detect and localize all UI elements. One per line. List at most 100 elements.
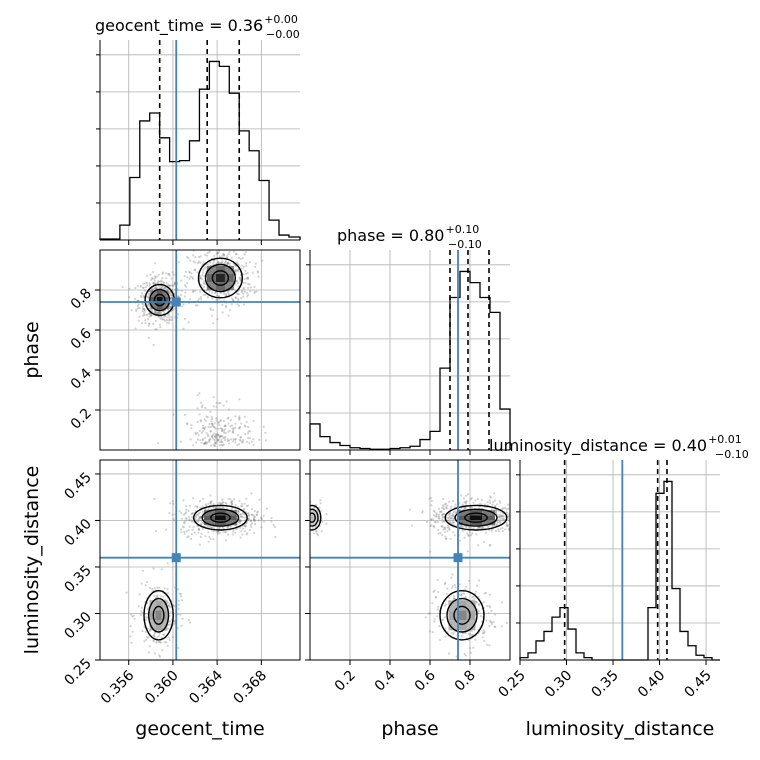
scatter-point bbox=[212, 438, 215, 441]
scatter-point bbox=[201, 274, 204, 277]
scatter-point bbox=[148, 305, 151, 308]
scatter-point bbox=[450, 517, 453, 520]
scatter-point bbox=[432, 526, 435, 529]
scatter-point bbox=[172, 519, 176, 522]
scatter-point bbox=[453, 631, 456, 634]
density-cell bbox=[216, 274, 225, 283]
scatter-point bbox=[137, 319, 140, 322]
scatter-point bbox=[476, 498, 479, 501]
scatter-point bbox=[183, 530, 186, 533]
density-cell bbox=[224, 274, 234, 283]
scatter-point bbox=[226, 439, 229, 443]
scatter-point bbox=[164, 319, 167, 322]
scatter-point bbox=[153, 634, 156, 637]
scatter-point bbox=[151, 288, 154, 291]
scatter-point bbox=[242, 273, 245, 276]
scatter-point bbox=[221, 429, 224, 432]
scatter-point bbox=[461, 503, 464, 506]
scatter-point bbox=[211, 422, 214, 425]
scatter-point bbox=[147, 322, 150, 325]
density-cell bbox=[448, 620, 458, 631]
scatter-point bbox=[209, 425, 212, 428]
scatter-point bbox=[220, 427, 223, 430]
scatter-point bbox=[244, 433, 247, 436]
scatter-point bbox=[244, 269, 247, 273]
scatter-point bbox=[157, 280, 160, 283]
scatter-point bbox=[213, 426, 216, 429]
scatter-point bbox=[440, 506, 444, 509]
scatter-point bbox=[234, 531, 237, 534]
scatter-point bbox=[198, 429, 201, 432]
scatter-point bbox=[183, 522, 186, 525]
scatter-point bbox=[461, 529, 464, 532]
scatter-point bbox=[306, 529, 308, 531]
scatter-point bbox=[514, 509, 516, 511]
density-cell bbox=[155, 610, 162, 621]
scatter-point bbox=[179, 613, 182, 616]
scatter-point bbox=[191, 512, 194, 515]
scatter-point bbox=[494, 529, 498, 533]
scatter-point bbox=[194, 516, 197, 519]
scatter-point bbox=[214, 506, 217, 509]
scatter-point bbox=[483, 592, 486, 595]
scatter-point bbox=[273, 525, 276, 529]
scatter-point bbox=[141, 310, 144, 313]
scatter-point bbox=[199, 516, 202, 519]
scatter-point bbox=[201, 510, 204, 513]
scatter-point bbox=[441, 516, 444, 519]
scatter-point bbox=[153, 275, 157, 278]
scatter-point bbox=[166, 288, 169, 291]
scatter-point bbox=[304, 517, 306, 519]
scatter-point bbox=[141, 303, 144, 306]
scatter-point bbox=[452, 517, 455, 520]
scatter-point bbox=[434, 515, 437, 518]
scatter-point bbox=[147, 302, 150, 305]
scatter-point bbox=[490, 609, 493, 613]
scatter-point bbox=[148, 322, 151, 325]
scatter-point bbox=[241, 516, 244, 519]
scatter-point bbox=[169, 606, 172, 609]
density-cell bbox=[207, 265, 216, 274]
scatter-point bbox=[230, 508, 233, 511]
contour bbox=[152, 605, 165, 625]
scatter-point bbox=[211, 291, 214, 294]
scatter-point bbox=[194, 431, 197, 434]
scatter-point bbox=[241, 267, 244, 270]
scatter-point bbox=[165, 641, 168, 644]
scatter-point bbox=[217, 295, 220, 298]
scatter-point bbox=[507, 507, 510, 510]
density-cell bbox=[162, 290, 169, 297]
scatter-point bbox=[241, 533, 244, 536]
scatter-point bbox=[463, 507, 466, 510]
scatter-point bbox=[499, 511, 502, 514]
scatter-point bbox=[216, 252, 220, 255]
density-cell bbox=[150, 303, 157, 310]
scatter-point bbox=[207, 540, 210, 543]
scatter-point bbox=[486, 643, 489, 647]
scatter-point bbox=[438, 510, 441, 513]
scatter-point bbox=[442, 526, 445, 529]
scatter-point bbox=[242, 265, 246, 268]
scatter-point bbox=[189, 275, 192, 278]
scatter-point bbox=[424, 616, 427, 619]
scatter-point bbox=[261, 259, 264, 262]
scatter-point bbox=[448, 528, 451, 531]
scatter-point bbox=[143, 640, 146, 643]
scatter-point bbox=[498, 515, 501, 519]
scatter-point bbox=[451, 518, 454, 521]
scatter-point bbox=[500, 514, 503, 517]
scatter-point bbox=[436, 578, 439, 582]
scatter-point bbox=[170, 294, 173, 297]
scatter-point bbox=[247, 518, 250, 522]
scatter-point bbox=[214, 442, 217, 445]
scatter-point bbox=[505, 521, 508, 524]
scatter-point bbox=[314, 525, 317, 528]
scatter-point bbox=[227, 253, 230, 256]
ytick-label: 0.25 bbox=[61, 656, 94, 689]
scatter-point bbox=[202, 442, 205, 445]
scatter-point bbox=[441, 513, 444, 516]
scatter-point bbox=[176, 313, 180, 316]
scatter-point bbox=[438, 624, 441, 628]
density-cell bbox=[466, 600, 476, 611]
scatter-point bbox=[208, 535, 211, 539]
